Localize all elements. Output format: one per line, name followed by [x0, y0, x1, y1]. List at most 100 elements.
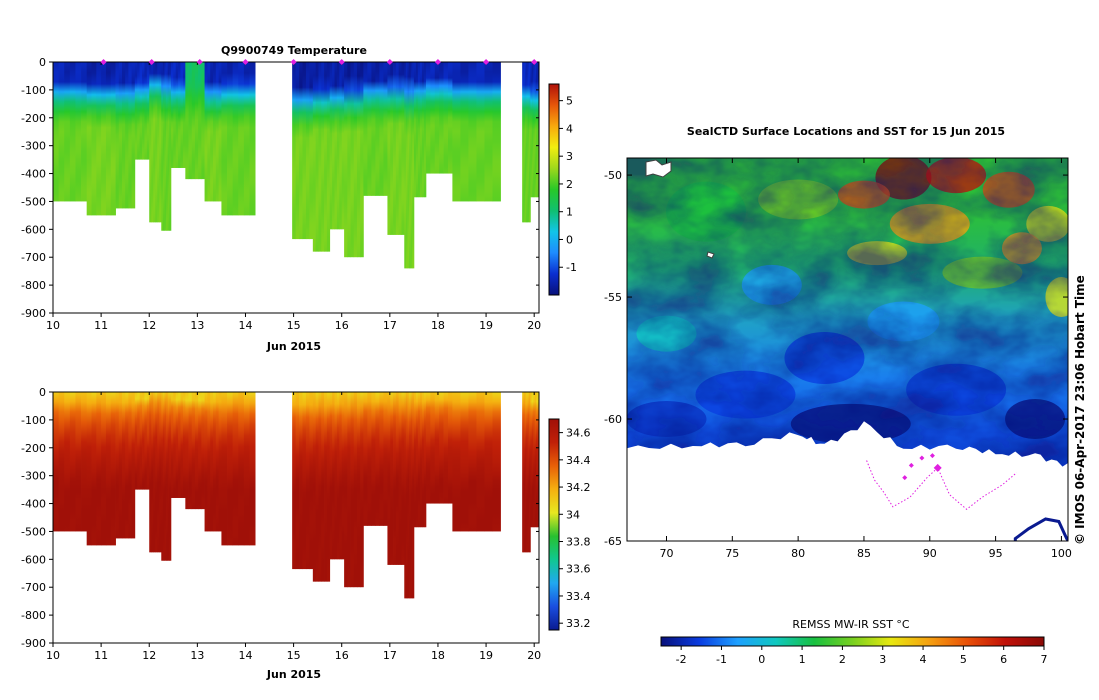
- colorbar-tick-label: 33.2: [566, 617, 591, 630]
- x-tick-label: 20: [527, 319, 541, 332]
- profile-column: [204, 392, 208, 532]
- profile-column: [249, 392, 256, 546]
- profile-column: [201, 392, 205, 510]
- profile-column: [312, 62, 317, 252]
- x-tick-label: 19: [479, 319, 493, 332]
- profile-column: [155, 62, 158, 223]
- profile-column: [371, 392, 376, 526]
- salinity-xlabel: Jun 2015: [266, 668, 321, 681]
- profile-column: [153, 392, 156, 553]
- y-tick-label: -200: [21, 442, 46, 455]
- profile-column: [81, 392, 88, 532]
- profile-column: [332, 62, 335, 230]
- salinity-plot-frame: [52, 391, 540, 644]
- profile-column: [410, 62, 413, 269]
- profile-column: [128, 392, 132, 539]
- sst-colorbar-tick-label: 4: [920, 653, 927, 666]
- profile-column: [395, 62, 400, 235]
- profile-column: [121, 62, 126, 209]
- colorbar-tick-label: 3: [566, 150, 573, 163]
- x-tick-label: 16: [335, 319, 349, 332]
- sst-colorbar-tick-label: 2: [839, 653, 846, 666]
- x-tick-label: 11: [94, 649, 108, 662]
- profile-column: [383, 62, 388, 196]
- profile-column: [476, 62, 485, 202]
- profile-column: [390, 392, 394, 565]
- profile-column: [334, 392, 338, 560]
- profile-column: [118, 392, 123, 539]
- profile-column: [210, 62, 214, 202]
- profile-column: [191, 392, 196, 510]
- profile-column: [180, 392, 184, 498]
- x-tick-label: 10: [46, 649, 60, 662]
- profile-column: [344, 392, 348, 588]
- profile-column: [201, 62, 205, 180]
- profile-marker: [434, 59, 441, 65]
- profile-column: [175, 62, 179, 168]
- colorbar-tick-label: 34: [566, 508, 580, 521]
- seal-surface-point: [902, 475, 908, 481]
- profile-column: [169, 62, 172, 231]
- profile-column: [121, 392, 126, 539]
- profile-column: [213, 62, 217, 202]
- profile-column: [407, 392, 410, 599]
- sst-colorbar-tick-label: -2: [676, 653, 687, 666]
- profile-column: [142, 392, 145, 490]
- profile-column: [170, 62, 174, 168]
- y-tick-label: -700: [21, 581, 46, 594]
- x-tick-label: 11: [94, 319, 108, 332]
- profile-column: [299, 392, 303, 570]
- map-x-tick-label: 70: [659, 547, 673, 560]
- sst-colorbar-label: REMSS MW-IR SST °C: [792, 618, 910, 631]
- profile-column: [536, 62, 538, 198]
- profile-column: [215, 392, 220, 532]
- profile-column: [64, 392, 71, 532]
- profile-column: [75, 392, 82, 532]
- profile-column: [484, 392, 493, 532]
- profile-column: [415, 62, 419, 198]
- x-tick-label: 13: [190, 649, 204, 662]
- profile-column: [157, 392, 160, 553]
- colorbar-tick-label: 1: [566, 206, 573, 219]
- profile-column: [139, 62, 143, 160]
- profile-column: [476, 392, 485, 532]
- profile-column: [347, 392, 351, 588]
- profile-marker: [148, 59, 155, 65]
- profile-column: [425, 392, 431, 504]
- profile-column: [167, 62, 170, 231]
- profile-column: [401, 392, 405, 565]
- profile-column: [232, 392, 239, 546]
- profile-column: [218, 392, 222, 532]
- map-y-tick-label: -60: [604, 413, 622, 426]
- x-tick-label: 12: [142, 649, 156, 662]
- y-tick-label: -200: [21, 112, 46, 125]
- profile-column: [344, 62, 348, 258]
- profile-column: [379, 392, 384, 526]
- salinity-colorbar: [548, 418, 560, 631]
- y-tick-label: -600: [21, 223, 46, 236]
- profile-column: [447, 62, 453, 174]
- profile-column: [170, 392, 174, 498]
- profile-column: [105, 392, 112, 546]
- profile-column: [423, 392, 427, 528]
- map-x-tick-label: 100: [1051, 547, 1072, 560]
- y-tick-label: -400: [21, 168, 46, 181]
- y-tick-label: 0: [39, 386, 46, 399]
- profile-marker: [386, 59, 393, 65]
- temperature-xlabel: Jun 2015: [266, 340, 321, 353]
- profile-marker: [531, 59, 538, 65]
- profile-column: [182, 62, 186, 168]
- profile-column: [173, 62, 177, 168]
- profile-marker: [100, 59, 107, 65]
- kerguelen-island: [645, 159, 672, 178]
- y-tick-label: -300: [21, 140, 46, 153]
- temperature-colorbar: [548, 83, 560, 296]
- profile-column: [153, 62, 156, 223]
- profile-column: [326, 62, 331, 252]
- profile-column: [439, 392, 444, 504]
- profile-column: [537, 62, 539, 198]
- profile-column: [409, 62, 412, 269]
- profile-column: [367, 62, 372, 196]
- profile-column: [409, 392, 412, 599]
- profile-column: [347, 62, 351, 258]
